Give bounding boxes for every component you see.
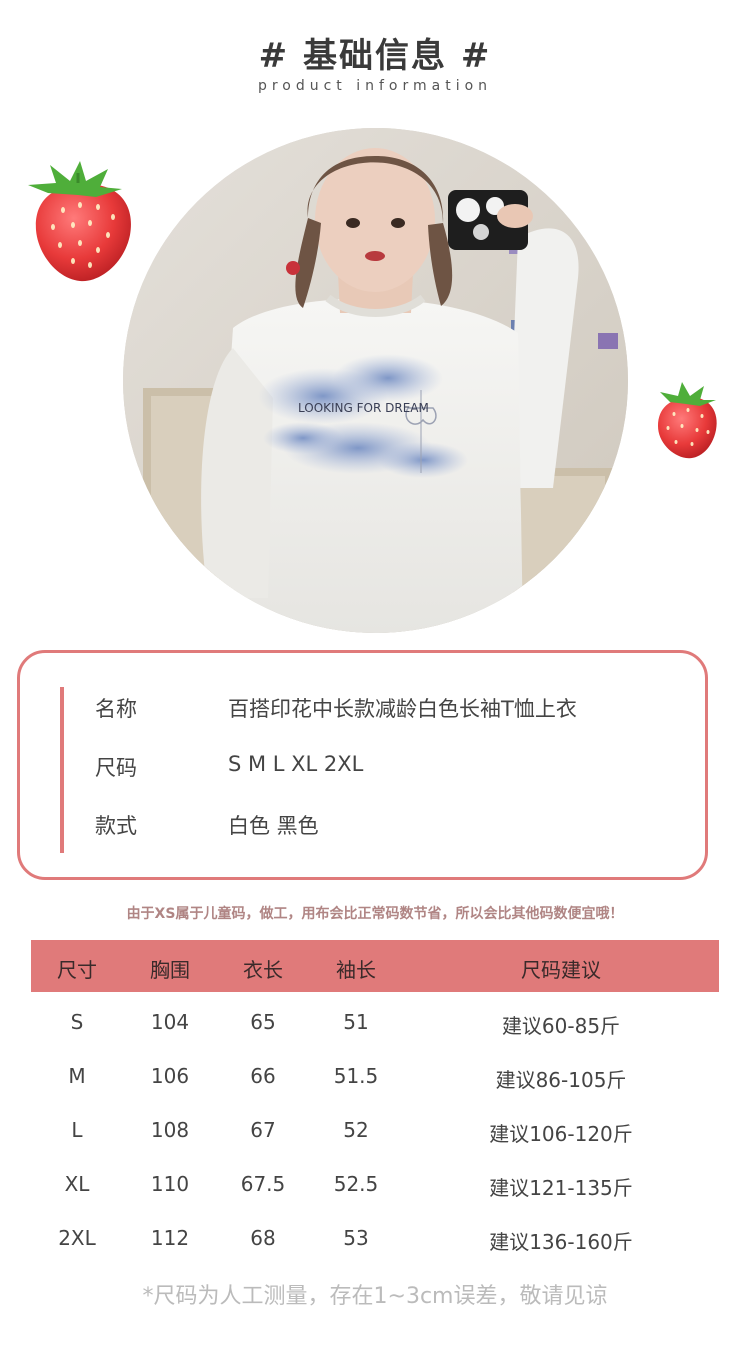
header-cell: 胸围 [150,958,190,982]
table-row: XL 110 67.5 52.5 建议121-135斤 [31,1172,719,1200]
info-value: 白色 黑色 [228,814,319,838]
table-cell: 67 [250,1118,276,1142]
table-cell: 66 [250,1064,276,1088]
size-note: 由于XS属于儿童码，做工，用布会比正常码数节省，所以会比其他码数便宜哦！ [126,906,624,922]
table-cell: L [71,1118,83,1142]
table-cell: 106 [150,1064,190,1088]
header-cell: 尺码建议 [521,958,601,982]
table-cell: 112 [150,1226,190,1250]
header-cell: 衣长 [243,958,283,982]
table-cell: 51 [343,1010,369,1034]
header-cell: 尺寸 [57,958,97,982]
table-cell: 建议136-160斤 [489,1230,633,1254]
table-cell: XL [64,1172,90,1196]
table-cell: 104 [150,1010,190,1034]
table-cell: 51.5 [333,1064,379,1088]
accent-bar [60,687,64,853]
strawberry-icon [658,382,717,459]
table-row: 2XL 112 68 53 建议136-160斤 [31,1226,719,1254]
table-cell: 110 [150,1172,190,1196]
page-title: # 基础信息 # [258,36,492,76]
table-cell: 67.5 [240,1172,286,1196]
table-cell: 52 [343,1118,369,1142]
table-cell: 68 [250,1226,276,1250]
product-info-card: 名称 百搭印花中长款减龄白色长袖T恤上衣 尺码 S M L XL 2XL 款式 … [17,650,708,880]
info-key: 名称 [95,697,137,721]
table-cell: S [70,1010,84,1034]
table-row: L 108 67 52 建议106-120斤 [31,1118,719,1146]
table-cell: 建议60-85斤 [501,1014,621,1038]
table-cell: 108 [150,1118,190,1142]
page-subtitle: product information [257,78,493,94]
table-row: M 106 66 51.5 建议86-105斤 [31,1064,719,1092]
table-cell: 建议86-105斤 [495,1068,627,1092]
measurement-disclaimer: *尺码为人工测量，存在1~3cm误差，敬请见谅 [142,1284,608,1309]
info-value: 百搭印花中长款减龄白色长袖T恤上衣 [228,697,577,721]
header-cell: 袖长 [336,958,376,982]
table-cell: 建议106-120斤 [489,1122,633,1146]
info-value: S M L XL 2XL [228,752,364,776]
table-cell: 2XL [58,1226,96,1250]
table-cell: 65 [250,1010,276,1034]
info-key: 尺码 [95,756,137,780]
strawberry-icon [28,161,131,282]
table-row: S 104 65 51 建议60-85斤 [31,1010,719,1038]
table-cell: 52.5 [333,1172,379,1196]
size-table-header: 尺寸 胸围 衣长 袖长 尺码建议 [31,940,719,992]
model-photo: LOOKING FOR DREAM [123,128,628,633]
info-key: 款式 [95,814,137,838]
table-cell: M [68,1064,86,1088]
shirt-print-text: LOOKING FOR DREAM [298,401,429,415]
table-cell: 53 [343,1226,369,1250]
table-cell: 建议121-135斤 [489,1176,633,1200]
